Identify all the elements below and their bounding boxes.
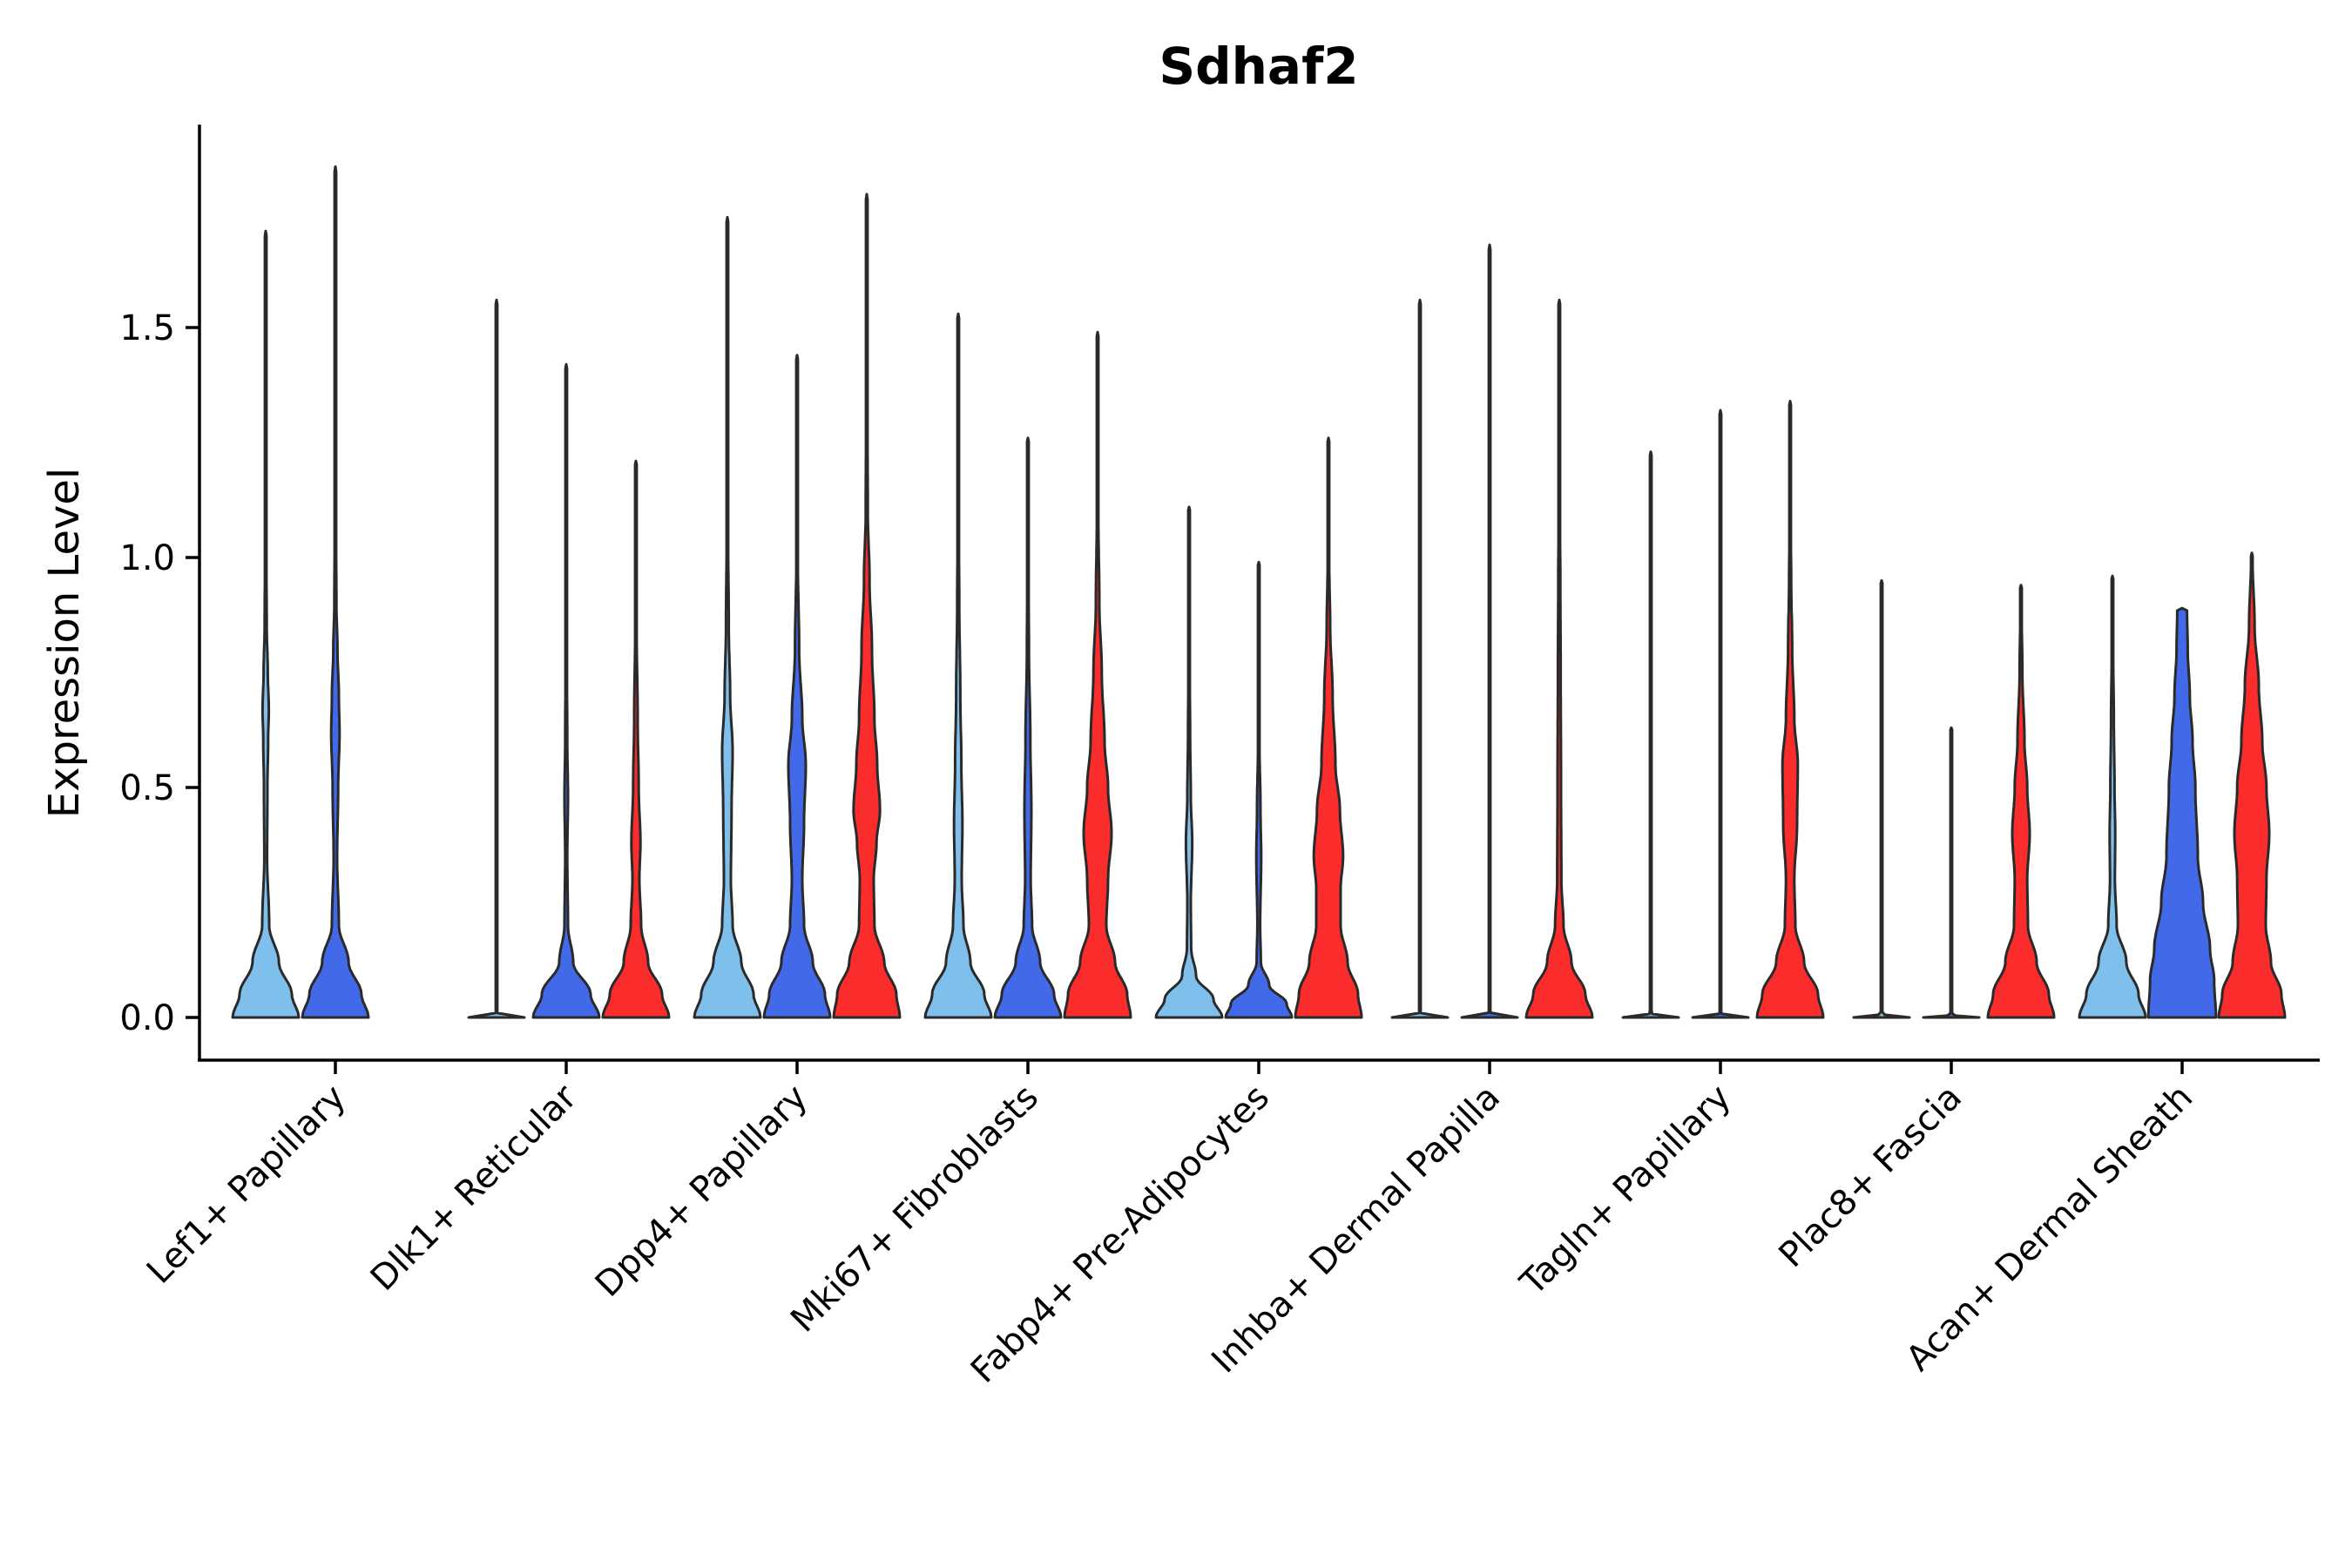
x-tick-label: Dlk1+ Reticular bbox=[363, 1077, 585, 1299]
violin-group-3 bbox=[1755, 400, 1825, 1019]
x-tick-label: Mki67+ Fibroblasts bbox=[783, 1078, 1046, 1341]
y-axis-ticks: 0.0 0.5 1.0 1.5 bbox=[119, 308, 199, 1038]
violin-group-3 bbox=[2217, 551, 2287, 1019]
violin-group-3 bbox=[1063, 330, 1132, 1019]
violin-group-1 bbox=[693, 215, 762, 1019]
violin-group-1 bbox=[467, 298, 526, 1019]
violin-group-2 bbox=[301, 165, 370, 1019]
x-tick-label: Tagln+ Papillary bbox=[1512, 1078, 1739, 1304]
violin-group-2 bbox=[531, 362, 601, 1019]
y-tick-label: 0.5 bbox=[119, 768, 175, 808]
x-axis-ticks: Lef1+ Papillary Dlk1+ Reticular Dpp4+ Papi… bbox=[139, 1060, 2200, 1391]
y-tick-label: 1.0 bbox=[119, 538, 175, 578]
violin-group-3 bbox=[1524, 298, 1594, 1019]
violin-group-3 bbox=[1986, 584, 2056, 1019]
y-axis-label: Expression Level bbox=[40, 468, 89, 819]
chart-title: Sdhaf2 bbox=[1159, 37, 1358, 96]
x-tick-label: Lef1+ Papillary bbox=[139, 1078, 354, 1292]
violin-group-1 bbox=[1390, 298, 1450, 1019]
violin-group-1 bbox=[2078, 574, 2147, 1019]
violin-group-2 bbox=[1922, 726, 1981, 1019]
violin-group-3 bbox=[1294, 436, 1363, 1019]
violin-group-3 bbox=[601, 459, 671, 1019]
violin-group-2 bbox=[1224, 560, 1294, 1019]
violin-group-1 bbox=[231, 229, 301, 1019]
y-tick-label: 1.5 bbox=[119, 308, 175, 348]
y-tick-label: 0.0 bbox=[119, 998, 175, 1038]
violin-group-2 bbox=[2146, 606, 2218, 1019]
violin-group-1 bbox=[923, 312, 993, 1019]
violin-group-1 bbox=[1852, 578, 1911, 1019]
violin-group-3 bbox=[832, 193, 902, 1019]
violin-group-1 bbox=[1621, 450, 1680, 1019]
violin-group-2 bbox=[762, 354, 832, 1019]
violin-group-2 bbox=[1691, 409, 1750, 1019]
x-tick-label: Plac8+ Fascia bbox=[1772, 1078, 1970, 1276]
violin-group-2 bbox=[993, 436, 1063, 1019]
violin-group bbox=[231, 165, 2287, 1019]
violin-group-1 bbox=[1154, 505, 1224, 1019]
violin-group-2 bbox=[1460, 243, 1519, 1019]
x-tick-label: Dpp4+ Papillary bbox=[588, 1078, 815, 1305]
